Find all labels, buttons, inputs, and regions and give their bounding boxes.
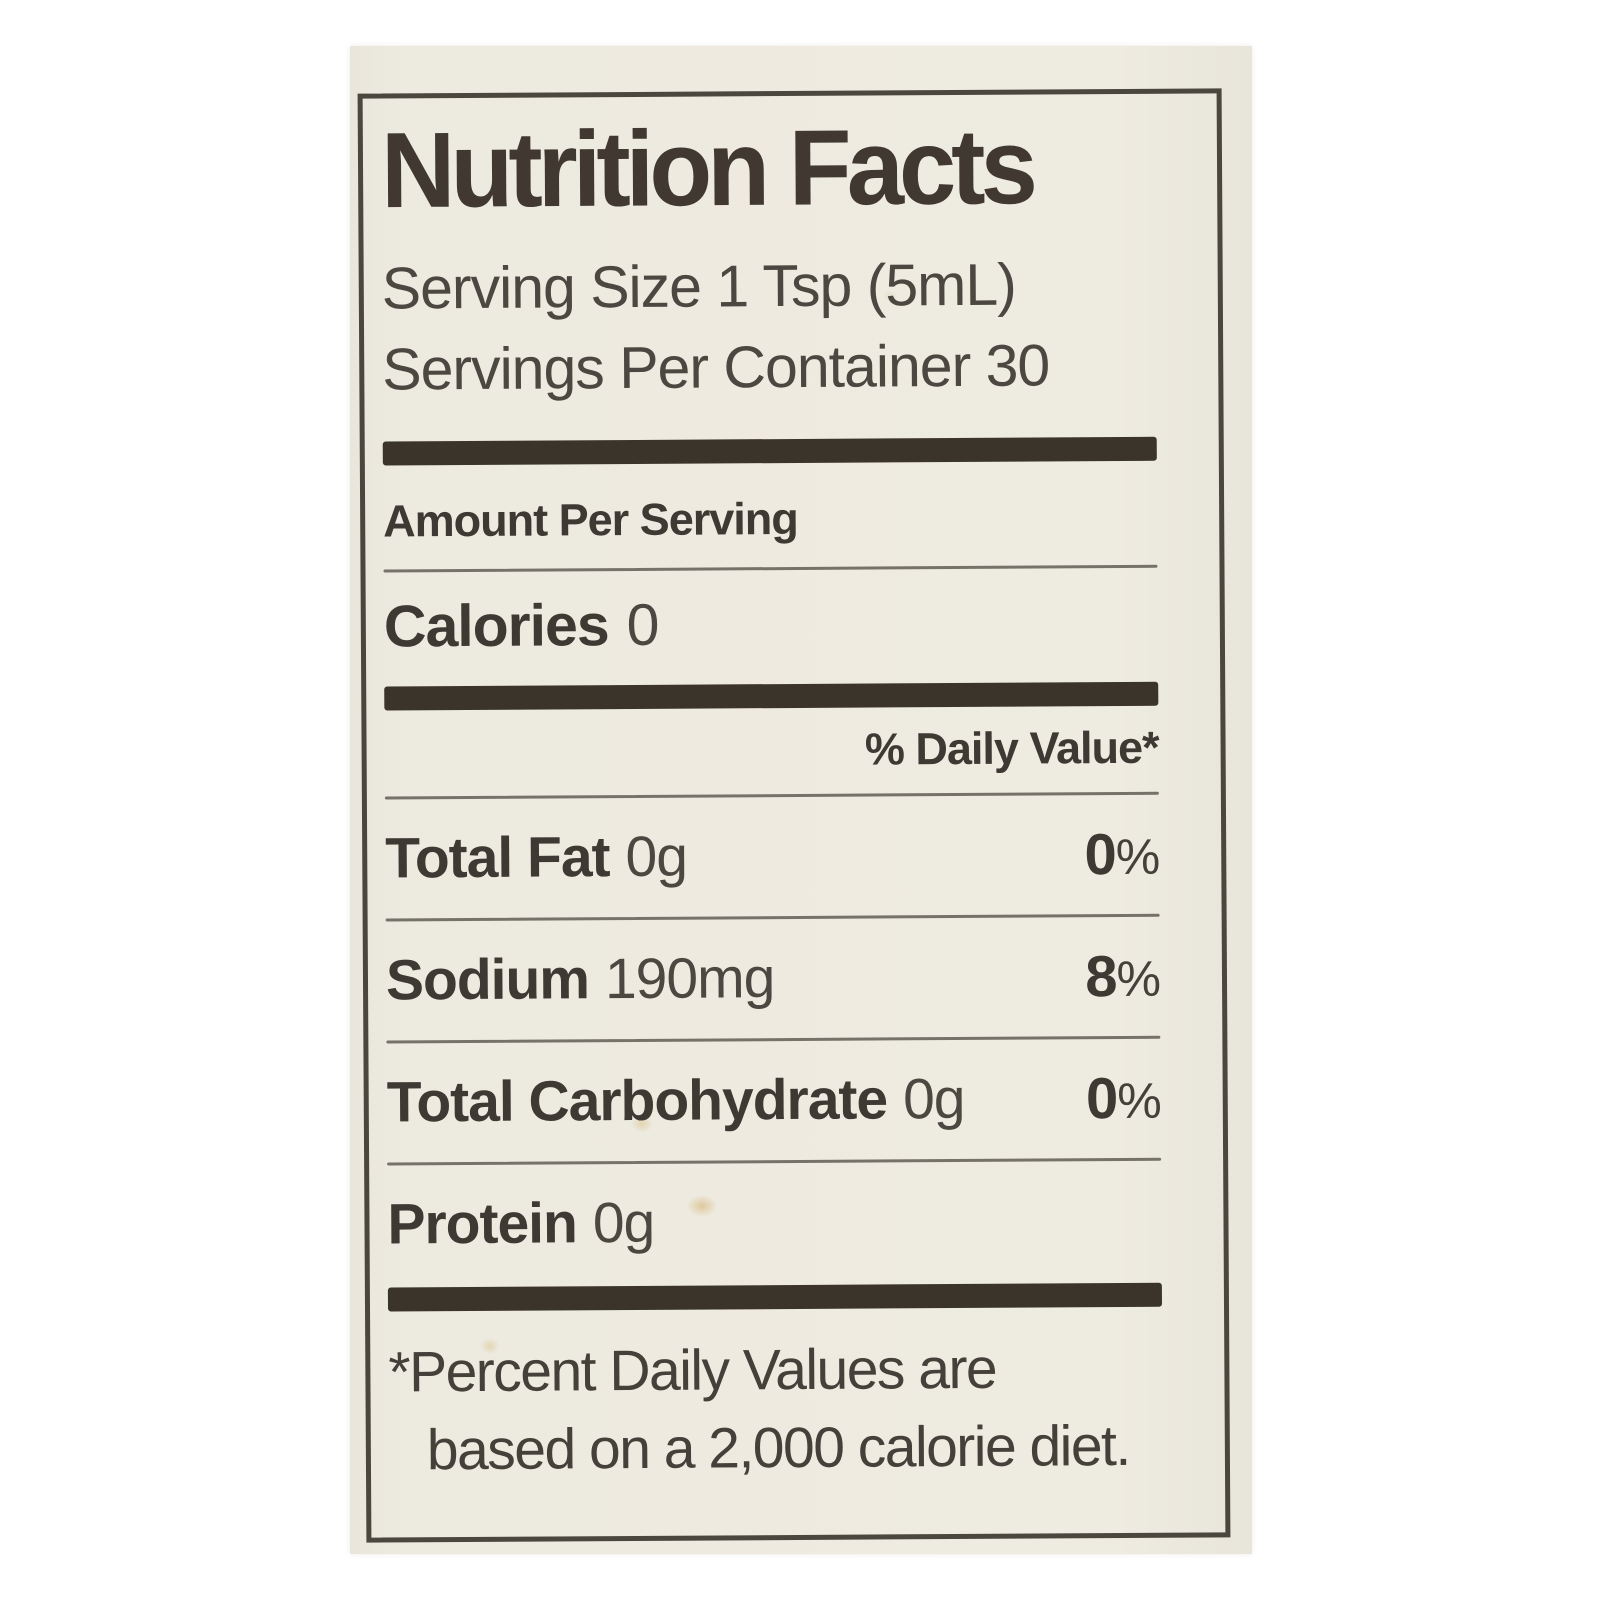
- calories-label: Calories: [383, 591, 609, 660]
- nutrient-amount: 0g: [592, 1190, 655, 1255]
- nutrient-name: Total Fat: [385, 824, 610, 891]
- divider-thick-bottom: [387, 1282, 1163, 1312]
- divider-thin-3: [385, 913, 1160, 922]
- nutrient-row-total-carbohydrate: Total Carbohydrate 0g 0%: [387, 1064, 1161, 1136]
- daily-value-number: 0: [1084, 821, 1116, 887]
- divider-thin-4: [386, 1035, 1161, 1044]
- divider-thin-5: [387, 1157, 1162, 1166]
- nutrient-name-amount: Protein 0g: [387, 1190, 654, 1258]
- nutrient-name-amount: Total Fat 0g: [385, 823, 687, 891]
- nutrient-name: Total Carbohydrate: [386, 1067, 888, 1135]
- divider-thin-1: [383, 564, 1158, 573]
- nutrient-daily-value: 0%: [1086, 1064, 1161, 1131]
- footnote-line-2: based on a 2,000 calorie diet.: [426, 1414, 1130, 1483]
- daily-value-number: 0: [1085, 1065, 1118, 1131]
- nutrient-row-total-fat: Total Fat 0g 0%: [385, 820, 1159, 892]
- nutrient-amount: 190mg: [604, 945, 775, 1011]
- nutrient-daily-value: 8%: [1085, 942, 1160, 1009]
- footnote-line-1: *Percent Daily Values are: [388, 1336, 997, 1405]
- daily-value-percent-sign: %: [1115, 828, 1160, 885]
- divider-thin-2: [384, 791, 1159, 800]
- daily-value-percent-sign: %: [1116, 950, 1161, 1007]
- nutrient-row-sodium: Sodium 190mg 8%: [386, 942, 1160, 1014]
- nutrient-daily-value: 0%: [1084, 820, 1159, 887]
- divider-thick-middle: [384, 681, 1159, 711]
- daily-value-footnote: *Percent Daily Values are based on a 2,0…: [388, 1328, 1163, 1490]
- nutrient-row-protein: Protein 0g: [387, 1186, 1161, 1257]
- daily-value-header: % Daily Value*: [864, 721, 1159, 775]
- servings-per-container-line: Servings Per Container 30: [382, 332, 1050, 403]
- nutrient-amount: 0g: [625, 824, 688, 889]
- nutrition-label: Nutrition Facts Serving Size 1 Tsp (5mL)…: [350, 46, 1252, 1554]
- serving-size-line: Serving Size 1 Tsp (5mL): [381, 251, 1016, 322]
- nutrition-facts-title: Nutrition Facts: [380, 106, 1034, 230]
- calories-value: 0: [626, 591, 659, 658]
- divider-thick-top: [382, 436, 1157, 466]
- daily-value-percent-sign: %: [1117, 1072, 1161, 1129]
- nutrient-name-amount: Sodium 190mg: [386, 945, 775, 1013]
- nutrient-amount: 0g: [902, 1066, 965, 1132]
- amount-per-serving-heading: Amount Per Serving: [383, 492, 798, 547]
- nutrient-name: Protein: [387, 1191, 578, 1257]
- nutrition-panel: Nutrition Facts Serving Size 1 Tsp (5mL)…: [357, 88, 1231, 1543]
- nutrient-name-amount: Total Carbohydrate 0g: [387, 1066, 965, 1136]
- daily-value-number: 8: [1085, 943, 1117, 1009]
- calories-row: Calories 0: [384, 587, 1158, 660]
- nutrient-name: Sodium: [385, 946, 590, 1013]
